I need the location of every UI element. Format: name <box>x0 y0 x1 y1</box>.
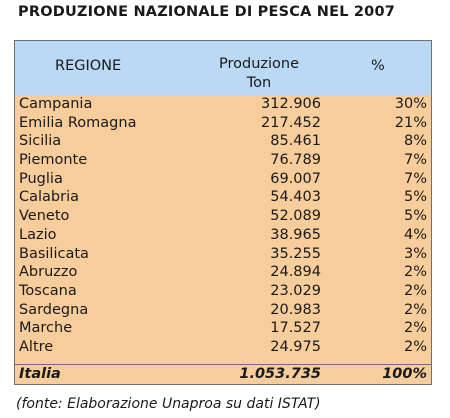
table-row: Marche 17.527 2% <box>15 319 431 338</box>
table-row: Emilia Romagna 217.452 21% <box>15 114 431 133</box>
region-cell: Veneto <box>19 208 70 225</box>
region-cell: Sardegna <box>19 301 89 318</box>
region-cell: Campania <box>19 96 93 112</box>
region-cell: Abruzzo <box>19 264 78 281</box>
production-cell: 76.789 <box>270 152 321 169</box>
table-row: Abruzzo 24.894 2% <box>15 263 431 282</box>
region-cell: Marche <box>19 320 73 337</box>
table-row: Altre 24.975 2% <box>15 338 431 357</box>
table-row: Veneto 52.089 5% <box>15 207 431 226</box>
column-header-production: Produzione Ton <box>209 55 309 93</box>
production-cell: 24.975 <box>270 338 321 355</box>
region-cell: Emilia Romagna <box>19 114 137 131</box>
percent-cell: 7% <box>403 152 427 169</box>
percent-cell: 7% <box>403 170 427 187</box>
percent-cell: 3% <box>403 245 427 262</box>
column-header-production-line1: Produzione <box>218 56 300 72</box>
region-cell: Puglia <box>19 170 63 187</box>
table-row: Sicilia 85.461 8% <box>15 132 431 151</box>
percent-cell: 2% <box>403 320 427 337</box>
region-cell: Piemonte <box>19 152 88 169</box>
production-cell: 52.089 <box>270 208 321 225</box>
table-row: Piemonte 76.789 7% <box>15 151 431 170</box>
table-title: PRODUZIONE NAZIONALE DI PESCA NEL 2007 <box>18 4 396 20</box>
percent-cell: 8% <box>403 133 427 150</box>
production-cell: 312.906 <box>261 96 321 112</box>
percent-cell: 21% <box>394 114 427 131</box>
percent-cell: 2% <box>403 301 427 318</box>
table-header: REGIONE Produzione Ton % <box>15 41 431 95</box>
percent-cell: 2% <box>403 282 427 299</box>
region-cell: Toscana <box>19 282 77 299</box>
percent-cell: 2% <box>403 338 427 355</box>
region-cell: Sicilia <box>19 133 62 150</box>
column-header-production-unit: Ton <box>246 75 272 91</box>
production-cell: 23.029 <box>270 282 321 299</box>
table-row: Lazio 38.965 4% <box>15 226 431 245</box>
region-cell: Calabria <box>19 189 80 206</box>
total-region-cell: Italia <box>19 366 61 382</box>
table-row: Toscana 23.029 2% <box>15 282 431 301</box>
region-cell: Lazio <box>19 226 57 243</box>
table-row: Campania 312.906 30% <box>15 95 431 114</box>
table-row: Sardegna 20.983 2% <box>15 301 431 320</box>
production-cell: 85.461 <box>270 133 321 150</box>
table-total-row: Italia 1.053.735 100% <box>15 364 431 385</box>
region-cell: Altre <box>19 338 54 355</box>
table-row: Basilicata 35.255 3% <box>15 245 431 264</box>
production-cell: 54.403 <box>270 189 321 206</box>
production-cell: 17.527 <box>270 320 321 337</box>
table-row: Calabria 54.403 5% <box>15 188 431 207</box>
total-percent-cell: 100% <box>382 366 427 382</box>
production-cell: 35.255 <box>270 245 321 262</box>
percent-cell: 5% <box>403 208 427 225</box>
source-note: (fonte: Elaborazione Unaproa su dati IST… <box>16 396 321 412</box>
column-header-percent: % <box>371 58 385 74</box>
total-production-cell: 1.053.735 <box>239 366 321 382</box>
fishing-production-table: REGIONE Produzione Ton % Campania 312.906… <box>14 40 432 385</box>
production-cell: 20.983 <box>270 301 321 318</box>
column-header-region: REGIONE <box>55 58 122 74</box>
percent-cell: 2% <box>403 264 427 281</box>
table-body: Campania 312.906 30% Emilia Romagna 217.452 2… <box>15 95 431 357</box>
production-cell: 69.007 <box>270 170 321 187</box>
percent-cell: 5% <box>403 189 427 206</box>
region-cell: Basilicata <box>19 245 89 262</box>
production-cell: 38.965 <box>270 226 321 243</box>
production-cell: 24.894 <box>270 264 321 281</box>
production-cell: 217.452 <box>261 114 321 131</box>
table-row: Puglia 69.007 7% <box>15 170 431 189</box>
percent-cell: 4% <box>403 226 427 243</box>
percent-cell: 30% <box>394 96 427 112</box>
